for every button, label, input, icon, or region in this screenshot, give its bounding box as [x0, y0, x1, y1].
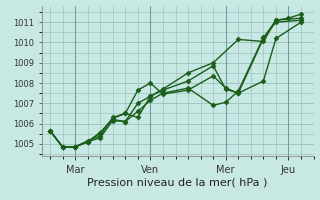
X-axis label: Pression niveau de la mer( hPa ): Pression niveau de la mer( hPa ): [87, 178, 268, 188]
